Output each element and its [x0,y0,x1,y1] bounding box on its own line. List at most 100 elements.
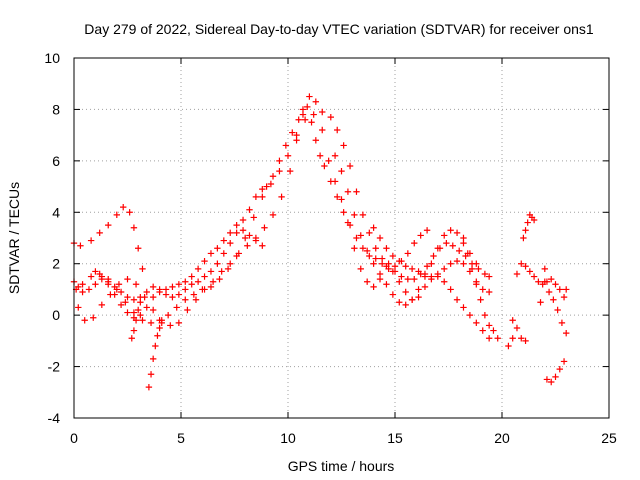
data-point [227,239,234,247]
data-point [79,281,86,288]
data-point [473,319,480,327]
data-point [415,286,422,293]
data-point [132,317,140,324]
data-point [147,319,155,327]
data-point [404,275,412,283]
data-point [340,209,347,216]
data-point [560,358,568,365]
y-tick-label: -4 [48,410,61,426]
data-point [139,265,146,273]
data-point [560,293,568,301]
data-point [132,281,140,288]
data-point [325,157,332,165]
data-point [98,273,106,280]
data-point [167,322,174,329]
x-tick-label: 0 [70,430,78,446]
data-point [353,188,360,195]
data-point [522,337,529,345]
data-point [415,268,422,275]
data-point [563,329,570,337]
data-point [156,288,163,296]
data-point [115,281,123,288]
data-point [344,219,352,226]
x-tick-label: 20 [494,430,510,446]
data-point [158,319,165,327]
data-point [327,113,334,121]
data-point [408,265,416,273]
data-point [344,188,352,195]
data-point [389,268,397,275]
data-point [77,242,84,249]
data-point [545,288,553,296]
data-point [526,268,534,275]
data-point [396,257,403,265]
data-point [513,270,521,278]
series-track-e [92,221,266,321]
data-point [331,152,339,159]
data-point [124,293,131,301]
y-axis-label: SDTVAR / TECUs [6,182,22,294]
data-point [464,250,471,257]
data-point [363,278,371,285]
x-axis-label: GPS time / hours [288,458,395,474]
series-track-g [370,224,493,296]
data-point [396,278,403,285]
data-point [351,211,358,219]
data-point [239,227,247,234]
data-point [485,288,493,296]
data-point [550,296,557,303]
data-point [338,196,345,203]
data-point [156,324,163,332]
data-point [182,286,189,293]
x-tick-label: 15 [387,430,403,446]
data-point [137,311,144,319]
data-point [359,211,367,219]
data-point [182,296,189,303]
data-point [456,247,463,255]
data-point [250,214,257,221]
data-point [120,203,127,211]
tick-layer: 0 5 10 15 20 25 -4 -2 0 2 4 6 8 10 [44,50,617,446]
data-point [402,301,409,309]
y-tick-label: 8 [52,101,60,117]
data-point [509,317,516,324]
data-point [164,311,172,319]
data-point [207,268,215,275]
data-point [357,232,364,239]
data-point [190,291,198,298]
data-point [428,273,435,280]
data-point [558,319,566,327]
data-point [524,219,531,226]
data-point [209,278,217,285]
data-point [216,275,223,283]
data-point [453,229,461,237]
data-point [441,265,448,273]
data-point [415,293,422,301]
series-track-h [460,234,501,342]
data-point [207,250,215,257]
data-point [220,250,227,257]
data-point [286,167,294,175]
data-point [184,306,191,314]
data-point [411,275,418,283]
data-point [141,293,148,301]
data-point [372,245,379,252]
data-point [188,281,195,288]
data-point [530,216,538,224]
data-point [389,252,397,260]
y-tick-label: 4 [52,204,60,220]
series-track-m [543,358,568,386]
data-point [182,278,189,285]
data-point [117,301,125,309]
data-point [139,317,146,324]
data-point [130,327,138,334]
data-point [428,260,435,267]
data-point [192,296,200,303]
data-point [363,247,371,255]
data-point [473,260,480,267]
x-tick-label: 25 [601,430,617,446]
data-point [246,232,253,239]
data-point [239,216,247,224]
data-point [143,288,150,296]
data-point [385,260,392,267]
